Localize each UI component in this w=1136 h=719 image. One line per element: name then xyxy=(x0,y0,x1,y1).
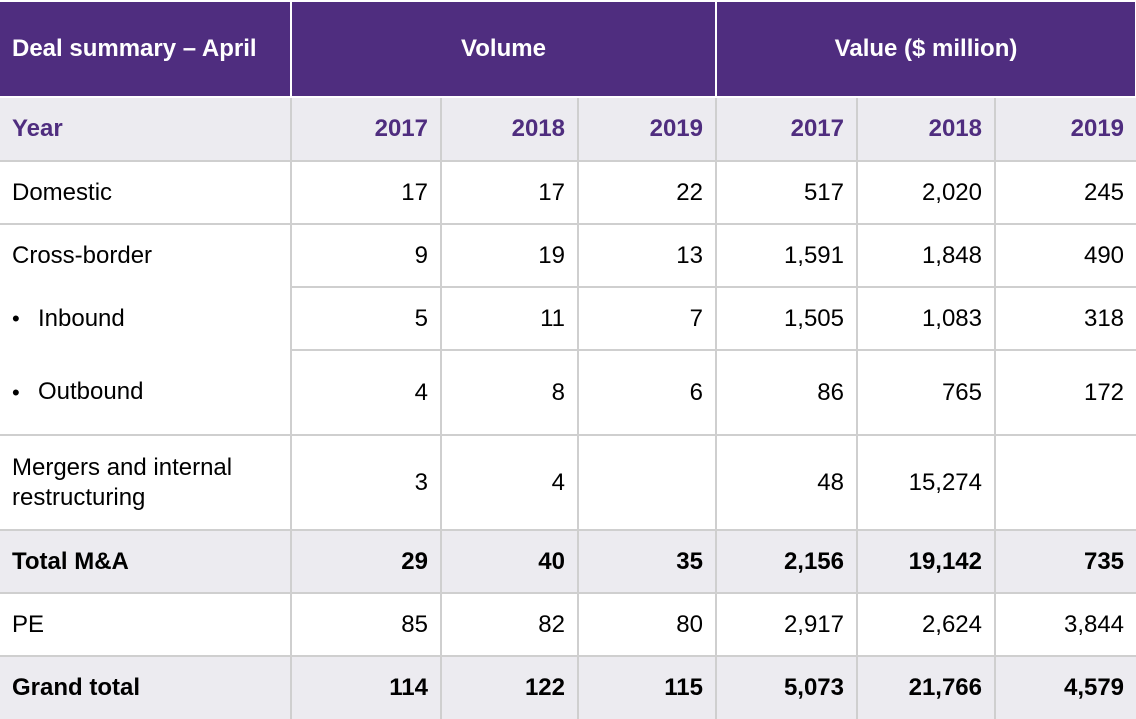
table-cell: 2,624 xyxy=(856,592,996,657)
table-cell: 1,591 xyxy=(715,223,858,288)
table-cell: 3,844 xyxy=(993,592,1136,657)
table-cell: 82 xyxy=(440,592,579,657)
table-cell: 17 xyxy=(290,160,442,225)
table-cell: 6 xyxy=(577,349,717,436)
table-cell: 490 xyxy=(993,223,1136,288)
table-cell: 517 xyxy=(715,160,858,225)
table-cell: 86 xyxy=(715,349,858,436)
table-cell: 40 xyxy=(440,529,579,594)
row-label-inbound: • Inbound xyxy=(0,287,292,350)
row-label: Grand total xyxy=(0,655,292,719)
year-cell: 2017 xyxy=(290,96,442,162)
table-cell: 48 xyxy=(715,434,858,531)
table-cell: 2,156 xyxy=(715,529,858,594)
table-cell: 21,766 xyxy=(856,655,996,719)
year-cell: 2019 xyxy=(993,96,1136,162)
table-cell: 115 xyxy=(577,655,717,719)
header-row: Deal summary – April Volume Value ($ mil… xyxy=(0,0,1136,98)
year-cell: 2019 xyxy=(577,96,717,162)
table-cell: 29 xyxy=(290,529,442,594)
table-cell: 80 xyxy=(577,592,717,657)
table-row-grand-total: Grand total 114 122 115 5,073 21,766 4,5… xyxy=(0,655,1136,719)
table-cell: 35 xyxy=(577,529,717,594)
table-row-domestic: Domestic 17 17 22 517 2,020 245 xyxy=(0,160,1136,225)
table-cell: 1,505 xyxy=(715,286,858,351)
table-cell: 4 xyxy=(290,349,442,436)
row-label: Mergers and internal restructuring xyxy=(0,434,292,531)
table-cell xyxy=(993,434,1136,531)
table-cell: 114 xyxy=(290,655,442,719)
row-label-outbound: • Outbound xyxy=(0,350,292,436)
volume-header: Volume xyxy=(290,0,717,98)
year-label: Year xyxy=(0,96,292,162)
table-cell: 19 xyxy=(440,223,579,288)
table-cell: 9 xyxy=(290,223,442,288)
table-cell: 19,142 xyxy=(856,529,996,594)
row-label: Total M&A xyxy=(0,529,292,594)
table-row-total-ma: Total M&A 29 40 35 2,156 19,142 735 xyxy=(0,529,1136,594)
table-cell: 1,848 xyxy=(856,223,996,288)
year-cell: 2018 xyxy=(856,96,996,162)
row-label: Inbound xyxy=(38,304,125,332)
bullet-icon: • xyxy=(12,306,20,332)
row-label: Cross-border xyxy=(0,223,292,287)
table-cell: 5 xyxy=(290,286,442,351)
table-row-cross-border: Cross-border 9 19 13 1,591 1,848 490 xyxy=(0,223,1136,288)
table-cell xyxy=(577,434,717,531)
table-row-inbound: • Inbound 5 11 7 1,505 1,083 318 xyxy=(0,286,1136,351)
table-cell: 245 xyxy=(993,160,1136,225)
table-cell: 11 xyxy=(440,286,579,351)
table-cell: 8 xyxy=(440,349,579,436)
value-header: Value ($ million) xyxy=(714,0,1136,98)
year-cell: 2017 xyxy=(715,96,858,162)
year-cell: 2018 xyxy=(440,96,579,162)
table-cell: 318 xyxy=(993,286,1136,351)
row-label: Outbound xyxy=(38,378,144,405)
table-cell: 172 xyxy=(993,349,1136,436)
table-cell: 5,073 xyxy=(715,655,858,719)
table-cell: 4 xyxy=(440,434,579,531)
table-cell: 7 xyxy=(577,286,717,351)
table-cell: 2,917 xyxy=(715,592,858,657)
table-cell: 2,020 xyxy=(856,160,996,225)
table-cell: 13 xyxy=(577,223,717,288)
row-label: PE xyxy=(0,592,292,657)
table-cell: 85 xyxy=(290,592,442,657)
table-title: Deal summary – April xyxy=(0,0,292,98)
table-row-mergers: Mergers and internal restructuring 3 4 4… xyxy=(0,434,1136,531)
bullet-icon: • xyxy=(12,379,20,405)
table-row-outbound: • Outbound 4 8 6 86 765 172 xyxy=(0,349,1136,436)
row-label: Domestic xyxy=(0,160,292,225)
table-cell: 1,083 xyxy=(856,286,996,351)
table-cell: 3 xyxy=(290,434,442,531)
table-cell: 4,579 xyxy=(993,655,1136,719)
table-cell: 15,274 xyxy=(856,434,996,531)
table-cell: 765 xyxy=(856,349,996,436)
table-cell: 735 xyxy=(993,529,1136,594)
year-row: Year 2017 2018 2019 2017 2018 2019 xyxy=(0,96,1136,162)
table-cell: 22 xyxy=(577,160,717,225)
table-row-pe: PE 85 82 80 2,917 2,624 3,844 xyxy=(0,592,1136,657)
table-cell: 122 xyxy=(440,655,579,719)
table-cell: 17 xyxy=(440,160,579,225)
